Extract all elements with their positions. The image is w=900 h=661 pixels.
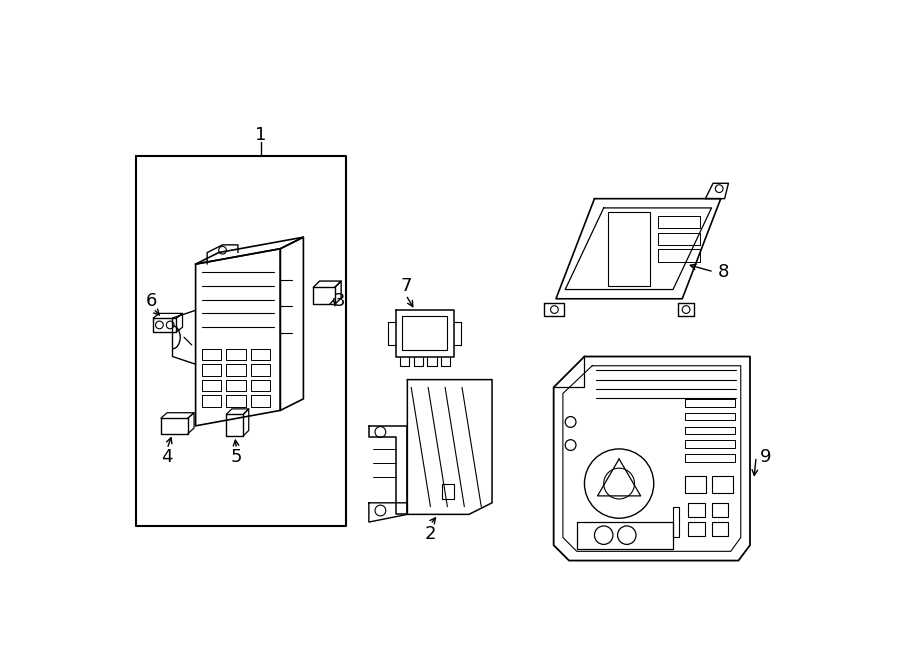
Text: 6: 6 (146, 292, 158, 310)
Text: 1: 1 (256, 126, 266, 143)
Text: 2: 2 (425, 525, 436, 543)
Text: 5: 5 (230, 447, 242, 465)
Text: 9: 9 (760, 447, 771, 465)
Text: 4: 4 (161, 447, 173, 465)
Text: 8: 8 (717, 263, 729, 281)
Text: 3: 3 (334, 292, 346, 310)
Text: 7: 7 (400, 277, 411, 295)
